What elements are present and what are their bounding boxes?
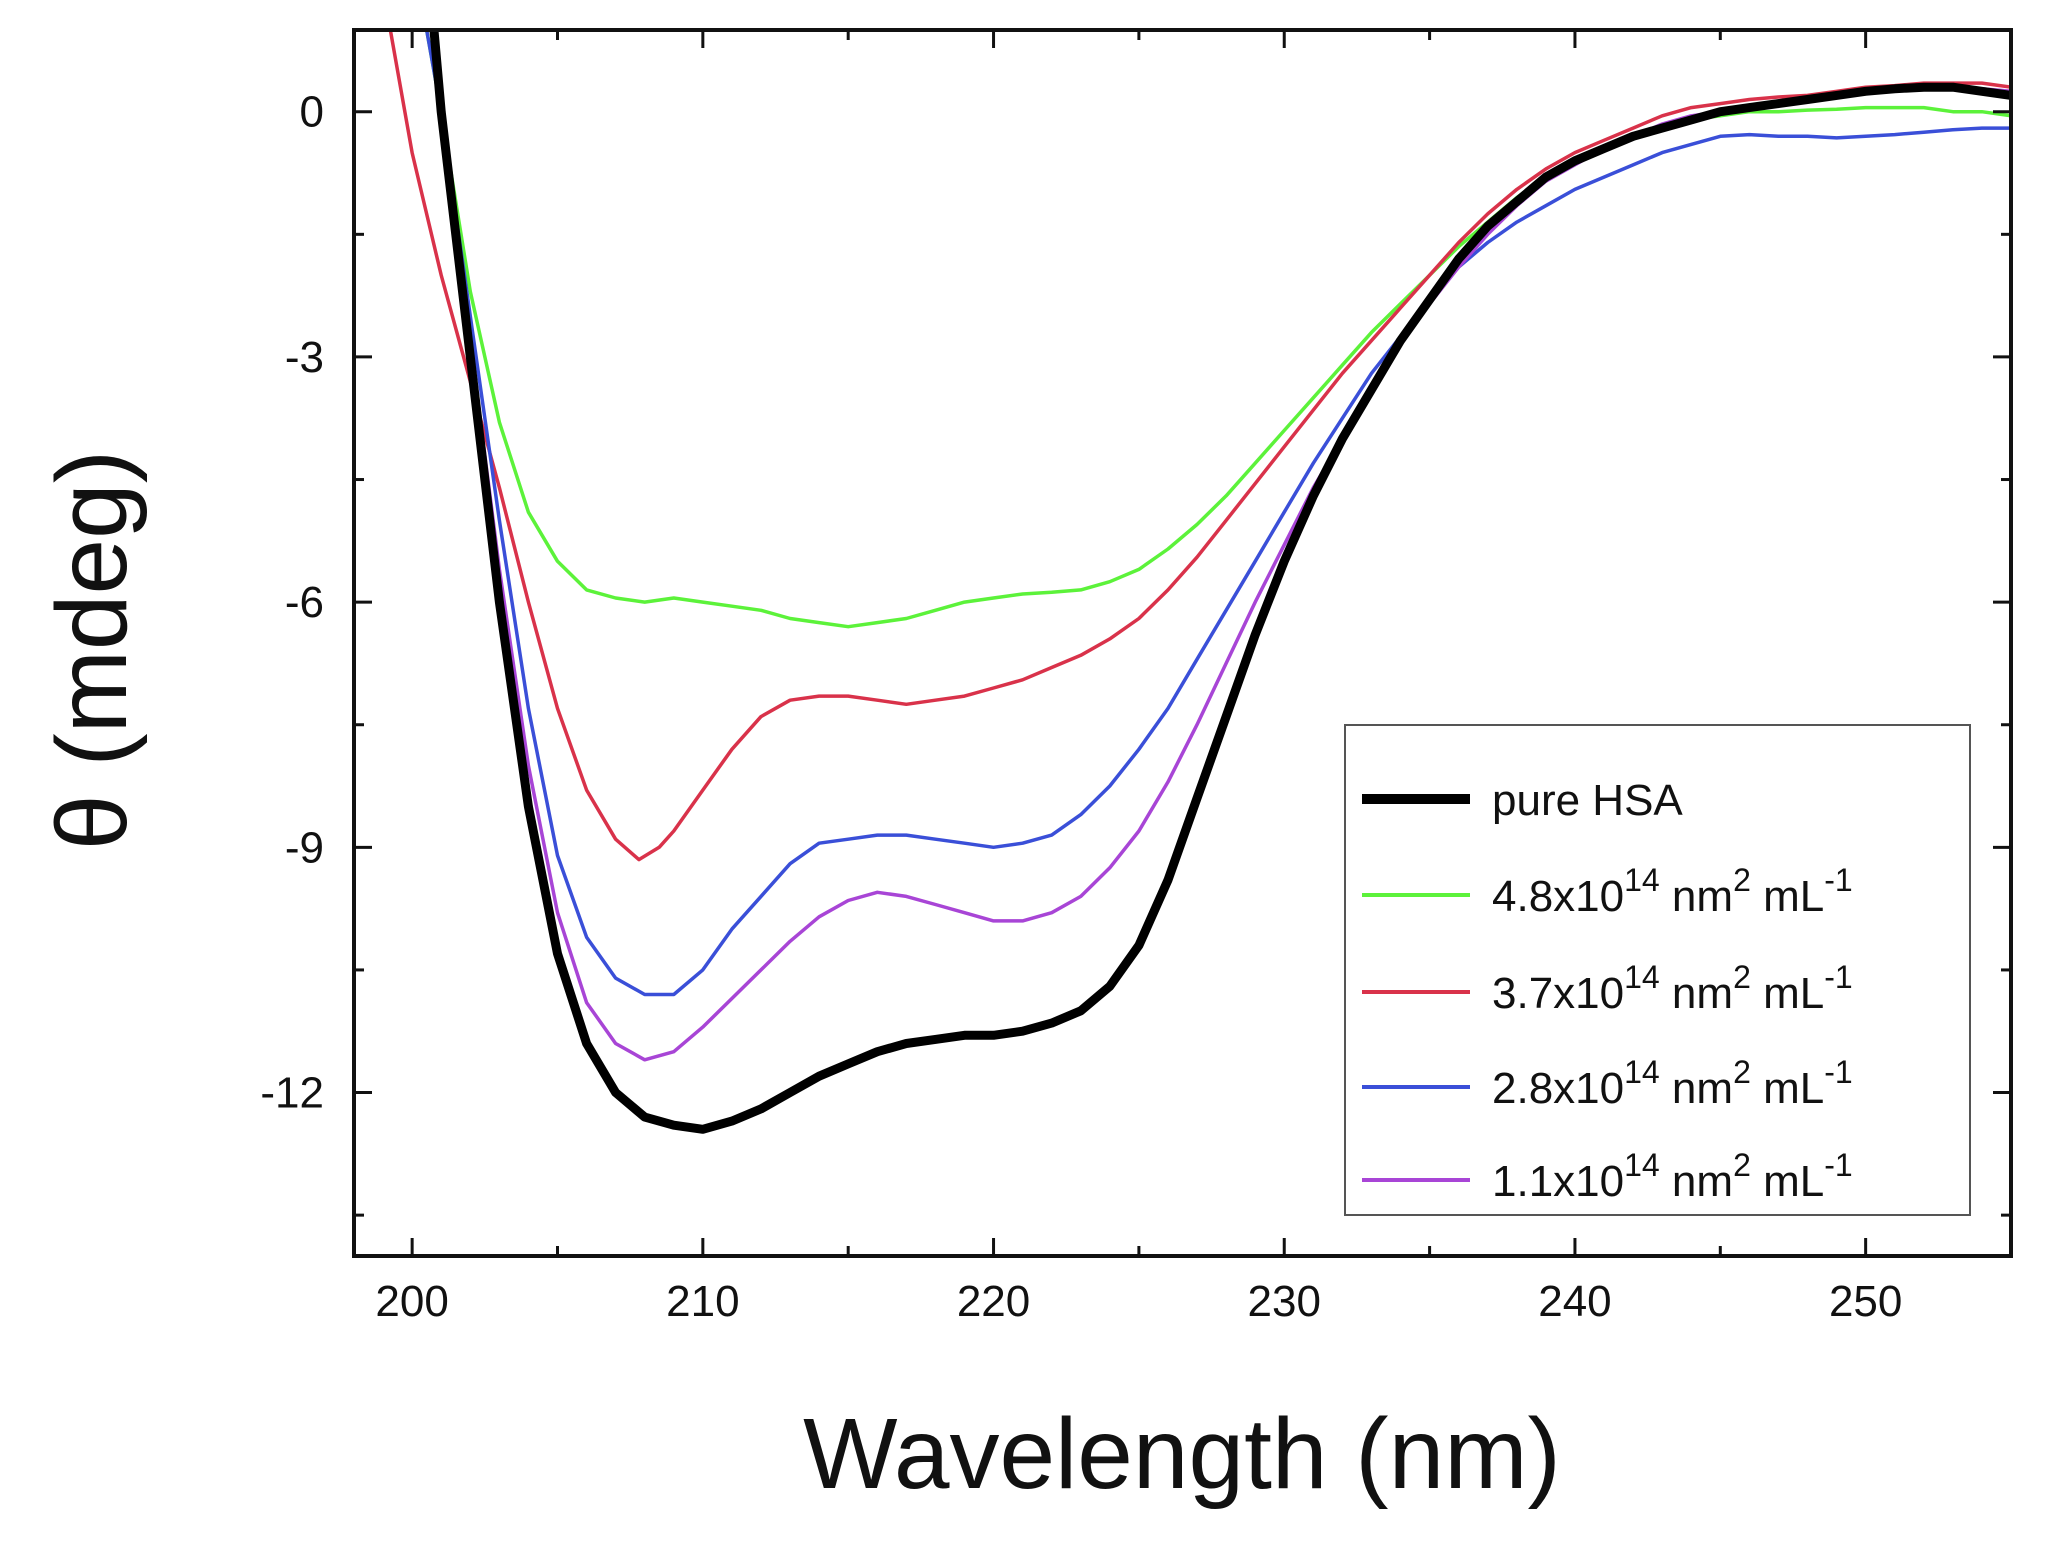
- legend-box: [1344, 724, 1971, 1216]
- x-tick-label: 250: [1829, 1277, 1902, 1326]
- legend-label-3: 2.8x1014 nm2 mL-1: [1492, 1054, 1853, 1113]
- legend-label-0: pure HSA: [1492, 776, 1683, 825]
- y-tick-label: -3: [285, 333, 324, 382]
- y-axis-title: θ (mdeg): [36, 450, 148, 850]
- series-line-0: [429, 30, 2011, 1134]
- legend-label-4: 1.1x1014 nm2 mL-1: [1492, 1147, 1853, 1206]
- x-tick-label: 220: [957, 1277, 1030, 1326]
- y-tick-label: -9: [285, 823, 324, 872]
- legend-label-2: 3.7x1014 nm2 mL-1: [1492, 959, 1853, 1018]
- ticks-layer: 200 210 220 230 240 250 0 -3 -6 -9 -12: [260, 30, 2013, 1326]
- legend-label-1: 4.8x1014 nm2 mL-1: [1492, 862, 1853, 921]
- series-line-2: [388, 30, 2011, 862]
- x-tick-label: 210: [666, 1277, 739, 1326]
- plot-frame: [352, 28, 2013, 1258]
- x-tick-label: 230: [1248, 1277, 1321, 1326]
- series-line-3: [424, 30, 2011, 997]
- y-tick-label: -12: [260, 1069, 324, 1118]
- series-layer: [388, 30, 2011, 1134]
- x-axis-title: Wavelength (nm): [803, 1398, 1561, 1510]
- legend: pure HSA 4.8x1014 nm2 mL-1 3.7x1014 nm2 mL…: [1344, 724, 1971, 1216]
- y-tick-label: 0: [300, 88, 324, 137]
- x-tick-label: 240: [1538, 1277, 1611, 1326]
- x-tick-label: 200: [375, 1277, 448, 1326]
- y-tick-label: -6: [285, 578, 324, 627]
